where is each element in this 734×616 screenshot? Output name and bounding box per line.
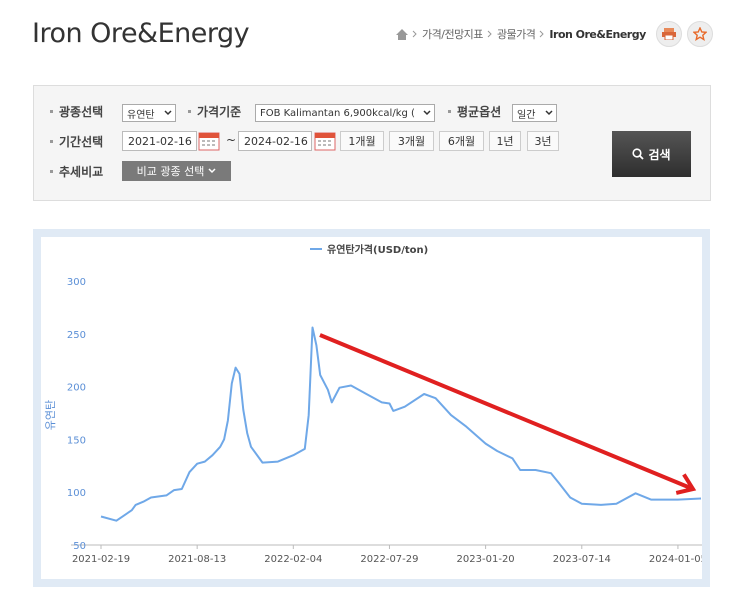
page-title: Iron Ore&Energy: [32, 18, 250, 49]
select-value: FOB Kalimantan 6,900kcal/kg (: [260, 107, 415, 119]
period-button[interactable]: 3년: [527, 131, 559, 151]
filter-label: 추세비교: [50, 163, 103, 180]
filter-label: 가격기준: [188, 103, 241, 120]
select-value: 일간: [517, 109, 536, 121]
x-tick-label: 2022-02-04: [264, 554, 322, 565]
x-tick-label: 2023-01-20: [457, 554, 515, 565]
mineral-select[interactable]: 유연탄: [122, 104, 176, 122]
period-button[interactable]: 1년: [489, 131, 521, 151]
y-tick-label: 200: [67, 383, 86, 394]
button-text: 검색: [648, 147, 671, 162]
print-button[interactable]: [656, 21, 682, 47]
label-text: 가격기준: [197, 105, 242, 119]
label-text: 추세비교: [59, 165, 104, 179]
calendar-icon[interactable]: [198, 131, 220, 151]
chevron: [412, 30, 417, 38]
filter-label: 기간선택: [50, 133, 103, 150]
breadcrumb: 가격/전망지표 광물가격 Iron Ore&Energy: [396, 26, 646, 42]
label-text: 평균옵션: [457, 105, 502, 119]
calendar-icon[interactable]: [314, 131, 336, 151]
x-tick-label: 2023-07-14: [553, 554, 611, 565]
search-button[interactable]: 검색: [612, 131, 691, 177]
y-tick-label: 250: [67, 330, 86, 341]
x-tick-label: 2021-02-19: [72, 554, 130, 565]
label-text: 기간선택: [59, 135, 104, 149]
y-tick-label: 150: [67, 435, 86, 446]
favorite-button[interactable]: [687, 21, 713, 47]
chart: 유연탄 50 100 150 200 250 300 2021-02-19 2021-08-1…: [44, 243, 702, 565]
period-button[interactable]: 6개월: [439, 131, 484, 151]
period-button[interactable]: 1개월: [340, 131, 384, 151]
chevron: [540, 30, 545, 38]
x-tick-label: 2022-07-29: [360, 554, 418, 565]
filter-label: 광종선택: [50, 103, 103, 120]
chart-box: 유연탄 50 100 150 200 250 300 2021-02-19 2021-08-1…: [33, 229, 710, 587]
y-axis-title: 유연탄: [44, 400, 57, 430]
y-tick-label: 100: [67, 488, 86, 499]
select-value: 유연탄: [127, 109, 155, 121]
label-text: 광종선택: [59, 105, 104, 119]
crumb[interactable]: 가격/전망지표: [422, 28, 483, 41]
range-separator: ~: [226, 133, 237, 147]
x-tick-label: 2024-01-05: [649, 554, 702, 565]
end-date[interactable]: 2024-02-16: [238, 131, 312, 151]
period-button[interactable]: 3개월: [389, 131, 434, 151]
filter-label: 평균옵션: [448, 103, 501, 120]
home-icon[interactable]: [396, 28, 408, 40]
crumb-current: Iron Ore&Energy: [549, 27, 646, 41]
price-select[interactable]: FOB Kalimantan 6,900kcal/kg (: [255, 104, 435, 122]
series-line: [100, 326, 702, 522]
compare-button[interactable]: 비교 광종 선택: [122, 161, 231, 181]
chevron: [487, 30, 492, 38]
start-date[interactable]: 2021-02-16: [122, 131, 197, 151]
legend-label: 유연탄가격(USD/ton): [327, 243, 428, 256]
y-tick-label: 50: [73, 541, 86, 552]
x-tick-label: 2021-08-13: [168, 554, 226, 565]
avg-select[interactable]: 일간: [512, 104, 557, 122]
button-text: 비교 광종 선택: [136, 165, 205, 178]
crumb[interactable]: 광물가격: [496, 28, 536, 41]
y-tick-label: 300: [67, 277, 86, 288]
trend-arrow: [319, 333, 697, 495]
